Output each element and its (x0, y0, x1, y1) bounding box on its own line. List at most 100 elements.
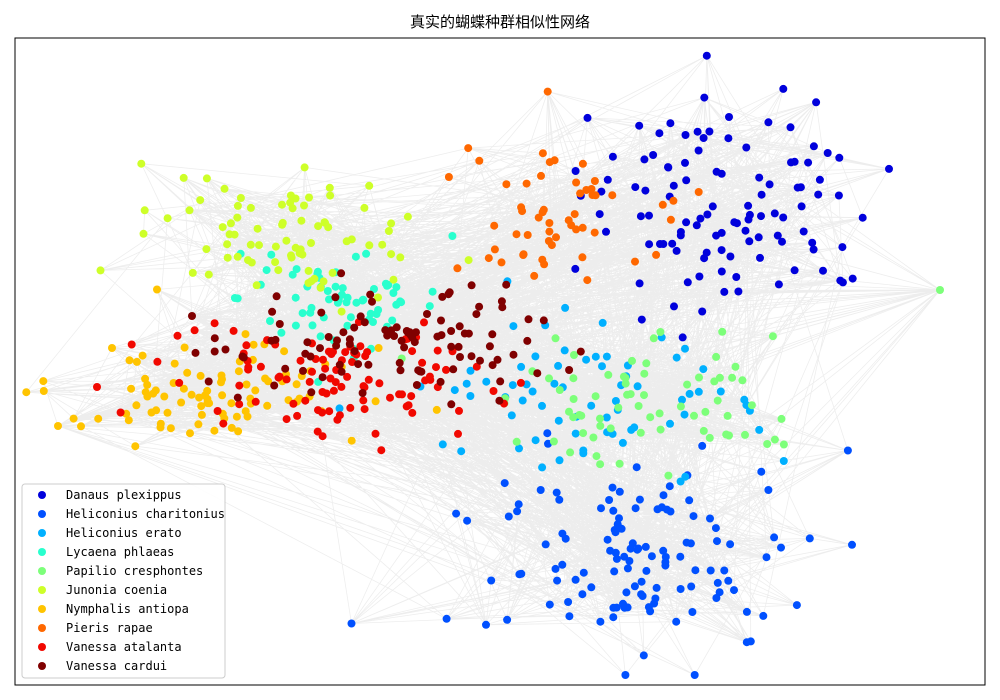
network-node (666, 507, 675, 516)
network-node (619, 599, 627, 608)
network-node (307, 388, 316, 397)
network-node (550, 379, 559, 388)
network-node (596, 421, 605, 430)
network-node (364, 375, 373, 384)
network-node (331, 282, 340, 291)
network-node (482, 377, 491, 386)
network-node (713, 578, 722, 587)
network-node (507, 411, 516, 420)
legend-label: Vanessa cardui (66, 659, 167, 673)
network-node (690, 671, 699, 679)
network-node (804, 158, 813, 167)
network-node (717, 267, 726, 276)
network-node (571, 264, 580, 273)
legend-marker (38, 491, 46, 499)
network-node (252, 281, 261, 290)
network-node (823, 149, 832, 157)
network-node (460, 329, 469, 338)
network-node (462, 379, 471, 388)
network-node (571, 575, 580, 584)
network-node (814, 190, 823, 199)
network-node (625, 557, 634, 565)
network-node (705, 433, 714, 442)
network-node (116, 408, 125, 417)
network-node (649, 334, 658, 343)
network-node (691, 566, 700, 575)
network-node (680, 410, 689, 419)
network-node (717, 228, 726, 237)
network-node (338, 284, 347, 293)
network-node (547, 241, 556, 250)
network-node (848, 274, 857, 283)
network-node (796, 183, 805, 192)
network-node (640, 155, 649, 164)
network-node (194, 420, 203, 429)
legend-box (21, 483, 226, 679)
network-node (718, 327, 727, 336)
network-node (683, 380, 692, 389)
network-node (438, 440, 447, 449)
network-node (246, 240, 255, 249)
legend-marker (38, 548, 46, 556)
network-node (696, 214, 705, 223)
network-node (217, 371, 226, 380)
network-node (587, 401, 596, 410)
network-node (576, 347, 585, 356)
network-node (558, 529, 567, 538)
network-node (221, 345, 230, 354)
network-node (646, 413, 655, 422)
network-node (588, 191, 597, 199)
network-node (274, 373, 283, 382)
network-node (742, 607, 751, 616)
network-node (700, 254, 709, 263)
network-node (404, 401, 413, 410)
network-node (317, 308, 326, 317)
network-node (324, 333, 333, 341)
network-node (374, 293, 382, 302)
legend-marker (38, 567, 46, 575)
network-node (325, 183, 334, 192)
network-node (203, 399, 212, 408)
network-node (589, 433, 598, 442)
legend-marker (38, 605, 46, 613)
network-node (701, 407, 710, 416)
network-node (700, 93, 709, 102)
network-node (694, 387, 703, 396)
network-node (292, 380, 301, 389)
network-node (815, 175, 824, 184)
network-node (636, 212, 645, 221)
network-node (316, 283, 325, 292)
network-node (755, 425, 764, 434)
network-node (232, 412, 241, 421)
network-node (640, 391, 648, 400)
network-node (234, 427, 243, 436)
network-node (885, 164, 893, 173)
network-node (699, 134, 708, 142)
network-node (359, 396, 368, 405)
network-node (728, 373, 737, 382)
network-node (342, 237, 351, 246)
network-node (403, 212, 412, 221)
network-node (127, 340, 136, 349)
network-node (371, 397, 380, 406)
network-node (756, 253, 764, 262)
network-node (450, 386, 459, 395)
network-node (656, 240, 664, 248)
network-node (597, 504, 605, 513)
network-node (352, 298, 361, 307)
network-node (576, 189, 585, 198)
network-node (518, 207, 527, 216)
network-node (614, 403, 623, 412)
network-node (835, 153, 844, 162)
network-node (551, 334, 560, 343)
network-node (202, 245, 211, 254)
network-node (606, 546, 615, 555)
network-node (713, 537, 721, 546)
network-node (770, 533, 779, 542)
network-node (333, 415, 342, 424)
network-node (490, 245, 499, 254)
network-node (153, 357, 162, 366)
network-node (604, 370, 613, 379)
network-node (213, 407, 222, 415)
network-node (731, 362, 740, 371)
